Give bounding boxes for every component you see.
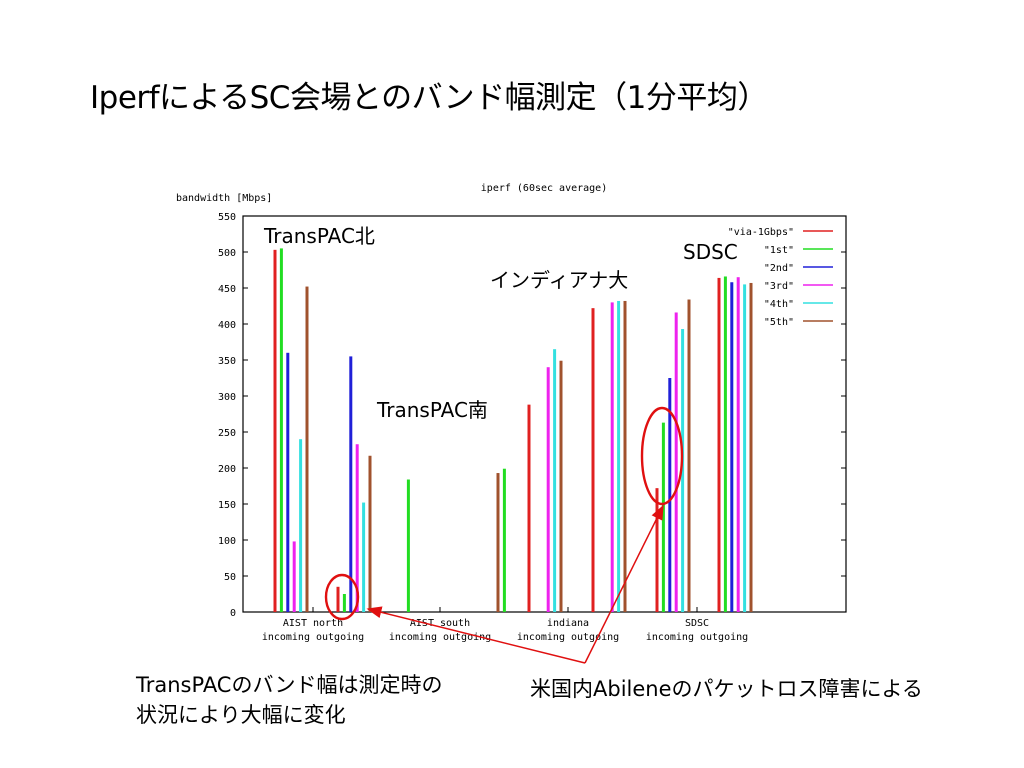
bar-aist-north-outgoing-1 [342, 594, 346, 612]
bar-sdsc-outgoing-2 [730, 282, 734, 612]
x-direction-label: incoming outgoing [389, 632, 491, 643]
bar-indiana-outgoing-4 [617, 300, 621, 612]
bar-aist-north-outgoing-0 [336, 586, 340, 612]
y-tick-label: 450 [218, 284, 236, 295]
note-line-2: 状況により大幅に変化 [136, 703, 346, 727]
y-tick-label: 350 [218, 356, 236, 367]
y-tick-label: 50 [224, 572, 236, 583]
arrow-to-north [366, 606, 586, 664]
highlight-circle-sdsc [640, 406, 684, 506]
y-tick-label: 500 [218, 248, 236, 259]
bar-sdsc-outgoing-3 [736, 277, 740, 612]
bar-aist-south-outgoing-extra [502, 468, 506, 612]
x-site-label: SDSC [685, 618, 709, 629]
bar-indiana-outgoing-0 [591, 308, 595, 612]
bar-indiana-incoming-5 [559, 360, 563, 612]
chart-title: iperf (60sec average) [481, 183, 607, 194]
note-transpac-variation: TransPACのバンド幅は測定時の 状況により大幅に変化 [136, 670, 443, 730]
bar-sdsc-incoming-4 [681, 329, 685, 612]
callout-indiana: インディアナ大 [490, 268, 629, 292]
arrow-to-sdsc [584, 504, 664, 664]
bar-indiana-incoming-4 [553, 349, 557, 612]
bar-aist-south-incoming-1 [406, 479, 410, 612]
bar-aist-north-outgoing-4 [362, 502, 366, 612]
bar-aist-north-incoming-3 [292, 541, 296, 612]
slide-title: IperfによるSC会場とのバンド幅測定（1分平均） [90, 80, 768, 116]
y-axis-label: bandwidth [Mbps] [176, 193, 272, 204]
bar-indiana-incoming-3 [546, 367, 550, 612]
y-tick-label: 550 [218, 212, 236, 223]
bar-aist-north-incoming-5 [305, 286, 309, 612]
plot-frame [242, 215, 847, 613]
bar-aist-north-incoming-1 [279, 248, 283, 612]
bar-indiana-incoming-0 [527, 404, 531, 612]
note-abilene-packet-loss: 米国内Abileneのパケットロス障害による [530, 677, 923, 701]
bar-aist-north-incoming-4 [299, 439, 303, 612]
x-direction-label: incoming outgoing [262, 632, 364, 643]
callout-transpac-south: TransPAC南 [377, 398, 488, 422]
y-tick-label: 200 [218, 464, 236, 475]
bar-sdsc-incoming-2 [668, 378, 672, 612]
x-site-label: AIST south [410, 618, 470, 629]
bar-aist-south-outgoing-5 [496, 473, 500, 612]
x-site-label: indiana [547, 618, 589, 629]
callout-transpac-north: TransPAC北 [264, 224, 375, 248]
legend-label: "2nd" [764, 263, 794, 274]
legend-label: "via-1Gbps" [728, 227, 794, 238]
y-tick-label: 250 [218, 428, 236, 439]
bar-sdsc-incoming-1 [661, 422, 665, 612]
y-tick-label: 100 [218, 536, 236, 547]
legend-label: "5th" [764, 317, 794, 328]
legend-label: "4th" [764, 299, 794, 310]
x-direction-label: incoming outgoing [517, 632, 619, 643]
bar-sdsc-outgoing-1 [723, 276, 727, 612]
legend-label: "1st" [764, 245, 794, 256]
legend-label: "3rd" [764, 281, 794, 292]
bar-sdsc-outgoing-0 [717, 277, 721, 612]
y-tick-label: 300 [218, 392, 236, 403]
highlight-circle-north [324, 573, 360, 621]
y-tick-label: 150 [218, 500, 236, 511]
note-line-1: TransPACのバンド幅は測定時の [136, 673, 443, 697]
bar-sdsc-outgoing-4 [743, 284, 747, 612]
bar-aist-north-incoming-2 [286, 352, 290, 612]
x-site-label: AIST north [283, 618, 343, 629]
y-tick-label: 0 [230, 608, 236, 619]
callout-sdsc: SDSC [683, 240, 738, 264]
bar-aist-north-outgoing-2 [349, 356, 353, 612]
bar-indiana-outgoing-5 [623, 300, 627, 612]
x-direction-label: incoming outgoing [646, 632, 748, 643]
bar-sdsc-incoming-3 [674, 312, 678, 612]
bar-sdsc-incoming-5 [687, 299, 691, 612]
bar-aist-north-outgoing-5 [368, 455, 372, 612]
bar-sdsc-incoming-0 [655, 488, 659, 612]
bar-aist-north-outgoing-3 [355, 444, 359, 612]
bar-sdsc-outgoing-5 [749, 282, 753, 612]
y-tick-label: 400 [218, 320, 236, 331]
bar-aist-north-incoming-0 [273, 249, 277, 612]
bar-indiana-outgoing-3 [610, 302, 614, 612]
